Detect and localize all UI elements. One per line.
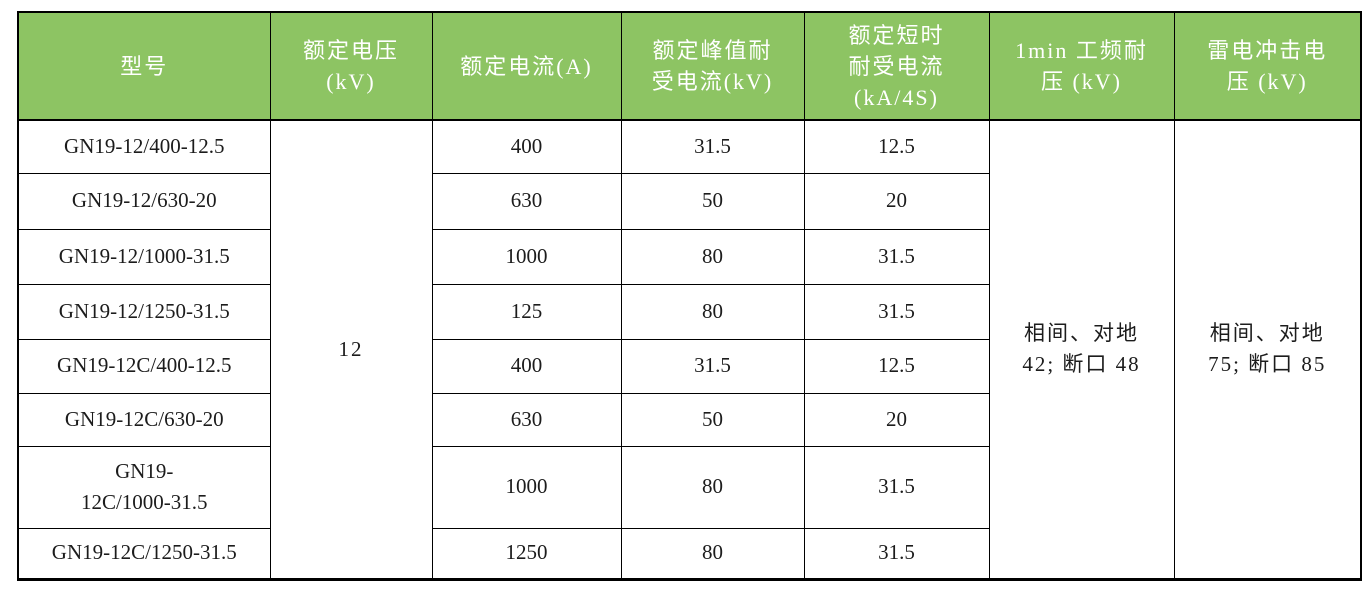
model-cell: GN19-12/1000-31.5 [17,228,271,285]
peak-withstand-cell: 50 [620,392,805,447]
short-time-cell: 31.5 [803,283,990,340]
rated-current-cell: 630 [431,172,622,230]
peak-withstand-cell: 50 [620,172,805,230]
column-header-lightning: 雷电冲击电 压 (kV) [1173,11,1362,121]
column-header-rated-current: 额定电流(A) [431,11,622,121]
short-time-cell: 31.5 [803,445,990,529]
model-cell: GN19-12/1250-31.5 [17,283,271,340]
table-row: GN19- 12C/1000-31.5 1000 80 31.5 [17,445,1361,529]
spec-table: 型号 额定电压 (kV) 额定电流(A) 额定峰值耐 受电流(kV) 额定短时 … [17,11,1362,581]
peak-withstand-cell: 31.5 [620,338,805,394]
column-header-model: 型号 [17,11,271,121]
column-header-power-freq: 1min 工频耐 压 (kV) [988,11,1175,121]
table-row: GN19-12/630-20 630 50 20 [17,172,1361,230]
table-row: GN19-12C/1250-31.5 1250 80 31.5 [17,527,1361,580]
rated-current-cell: 1250 [431,527,622,580]
spec-table-container: 型号 额定电压 (kV) 额定电流(A) 额定峰值耐 受电流(kV) 额定短时 … [17,11,1362,581]
short-time-cell: 31.5 [803,228,990,285]
peak-withstand-cell: 31.5 [620,119,805,174]
model-cell: GN19-12/630-20 [17,172,271,230]
rated-current-cell: 1000 [431,445,622,529]
rated-voltage-merged-cell: 12 [269,119,433,580]
rated-current-cell: 125 [431,283,622,340]
short-time-cell: 12.5 [803,119,990,174]
lightning-merged-cell: 相间、对地 75; 断口 85 [1173,119,1362,580]
short-time-cell: 31.5 [803,527,990,580]
power-freq-merged-cell: 相间、对地 42; 断口 48 [988,119,1175,580]
short-time-cell: 12.5 [803,338,990,394]
table-row: GN19-12/1250-31.5 125 80 31.5 [17,283,1361,340]
model-cell: GN19-12/400-12.5 [17,119,271,174]
rated-current-cell: 630 [431,392,622,447]
peak-withstand-cell: 80 [620,527,805,580]
peak-withstand-cell: 80 [620,283,805,340]
header-row: 型号 额定电压 (kV) 额定电流(A) 额定峰值耐 受电流(kV) 额定短时 … [17,11,1362,121]
short-time-cell: 20 [803,172,990,230]
model-cell: GN19-12C/400-12.5 [17,338,271,394]
rated-current-cell: 400 [431,338,622,394]
peak-withstand-cell: 80 [620,445,805,529]
model-cell: GN19- 12C/1000-31.5 [17,445,271,529]
table-row: GN19-12C/630-20 630 50 20 [17,392,1361,447]
column-header-peak-withstand: 额定峰值耐 受电流(kV) [620,11,805,121]
column-header-rated-voltage: 额定电压 (kV) [269,11,433,121]
column-header-short-time: 额定短时 耐受电流 (kA/4S) [803,11,990,121]
rated-current-cell: 400 [431,119,622,174]
peak-withstand-cell: 80 [620,228,805,285]
model-cell: GN19-12C/630-20 [17,392,271,447]
model-cell: GN19-12C/1250-31.5 [17,527,271,580]
table-row: GN19-12/400-12.5 12 400 31.5 12.5 相间、对地 … [17,119,1362,580]
table-row: GN19-12/1000-31.5 1000 80 31.5 [17,228,1361,285]
rated-current-cell: 1000 [431,228,622,285]
short-time-cell: 20 [803,392,990,447]
